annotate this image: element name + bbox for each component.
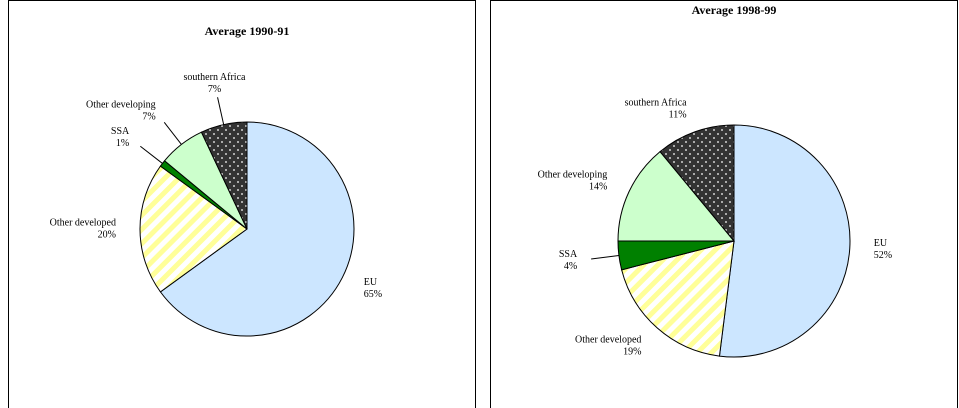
pie-slice [159, 121, 355, 337]
slice-label: Other developing [86, 100, 156, 111]
pie-slice [617, 150, 736, 242]
slice-value-label: 19% [623, 346, 641, 357]
slice-value-label: 7% [208, 84, 221, 95]
slice-value-label: 4% [564, 261, 577, 272]
leader-line [140, 145, 163, 164]
slice-label: Other developed [50, 217, 116, 228]
chart-title: Average 1998-99 [692, 3, 777, 17]
pie-slice [621, 240, 735, 357]
slice-value-label: 11% [669, 110, 687, 121]
panel-frame [490, 0, 958, 408]
pie-slice [659, 124, 735, 243]
slice-label: Other developed [575, 334, 641, 345]
pie-slice [200, 121, 248, 230]
slice-value-label: 7% [142, 112, 155, 123]
slice-value-label: 20% [98, 229, 116, 240]
slice-label: SSA [559, 249, 578, 260]
slice-label: SSA [111, 126, 130, 137]
slice-value-label: 65% [364, 289, 382, 300]
slice-value-label: 1% [116, 138, 129, 149]
slice-value-label: 52% [874, 250, 892, 261]
leader-line [163, 122, 182, 145]
leader-line [217, 97, 225, 125]
slice-label: Other developing [538, 170, 608, 181]
slice-label: southern Africa [625, 98, 687, 109]
panel-frame [8, 0, 476, 408]
pie-slice [139, 165, 248, 293]
chart-title: Average 1990-91 [205, 24, 290, 38]
leader-line [591, 255, 619, 260]
slice-value-label: 14% [589, 182, 607, 193]
slice-label: EU [364, 277, 378, 288]
slice-label: EU [874, 238, 888, 249]
pie-slice [718, 124, 851, 358]
slice-label: southern Africa [184, 72, 246, 83]
